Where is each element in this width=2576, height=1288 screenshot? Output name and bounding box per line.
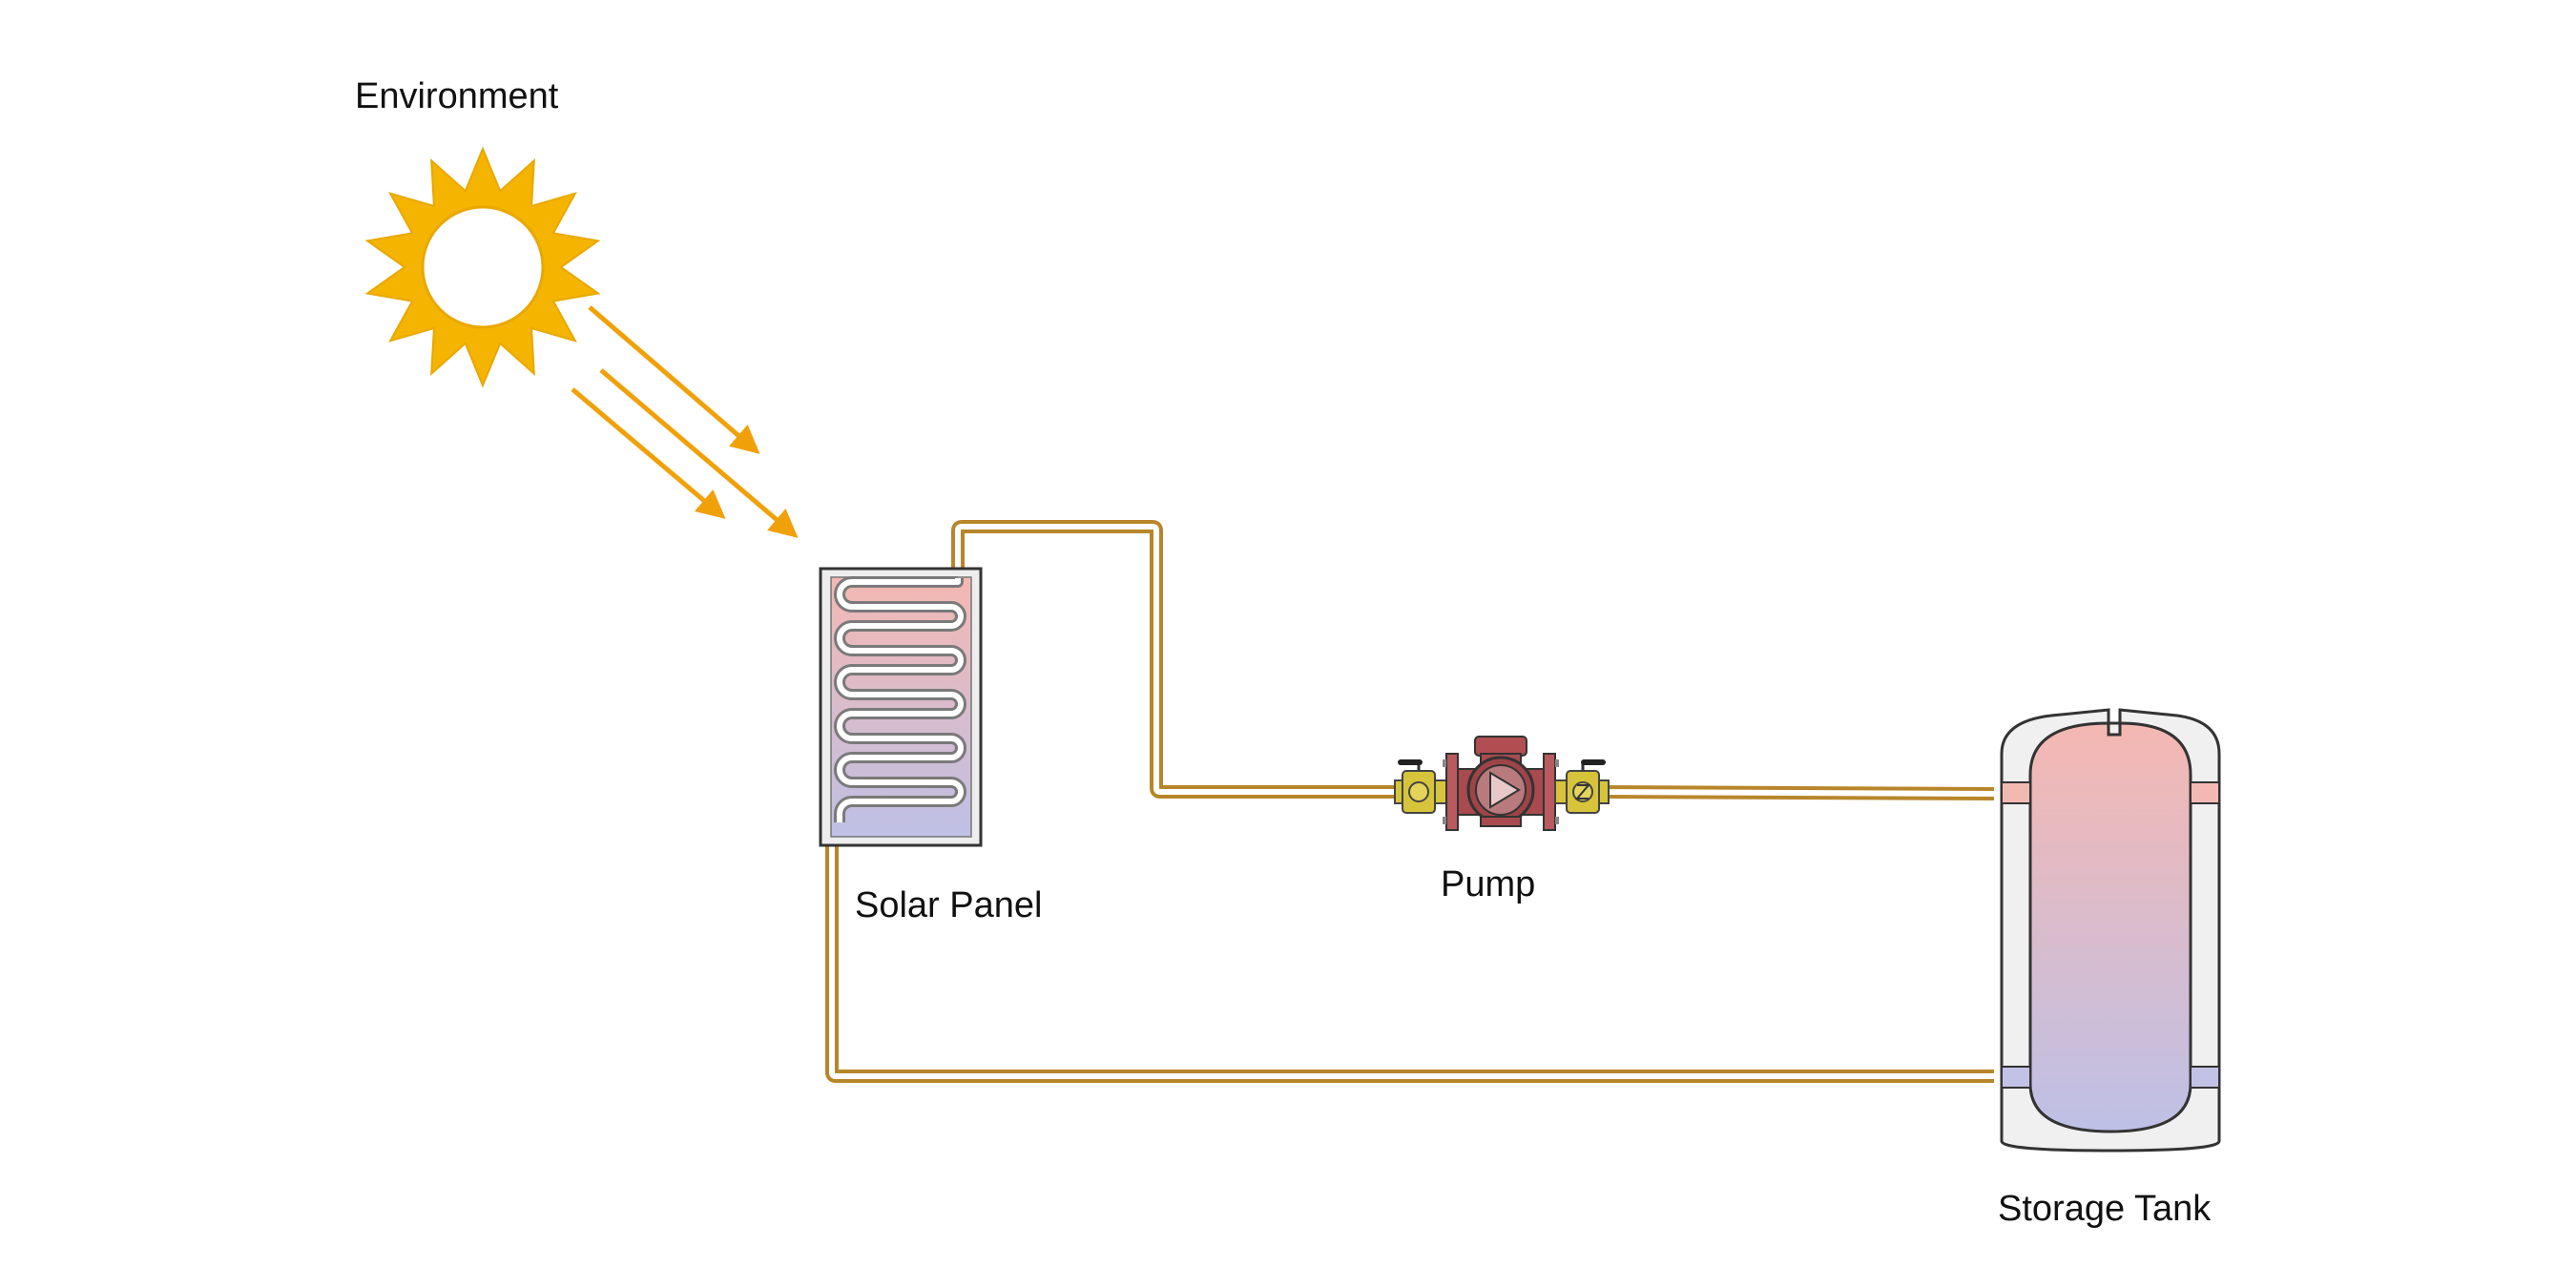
pump-to-tank-pipe	[1602, 785, 1995, 800]
return-pipe	[825, 822, 1994, 1083]
ray-arrow	[588, 305, 760, 454]
ray-arrow	[571, 387, 726, 519]
storage-tank-icon	[2000, 708, 2221, 1153]
solar-panel-label: Solar Panel	[855, 885, 1043, 925]
tank-hot-inlet	[2001, 781, 2031, 804]
sunlight-rays	[571, 305, 799, 538]
pump-label: Pump	[1441, 864, 1536, 904]
check-valve-right	[1554, 759, 1610, 814]
isolation-valve-left	[1394, 759, 1447, 814]
environment-label: Environment	[355, 76, 559, 116]
solar-collector-icon	[819, 567, 983, 847]
storage-tank-label: Storage Tank	[1998, 1189, 2212, 1229]
tank-hot-outlet	[2190, 781, 2220, 804]
tank-cold-outlet	[2001, 1066, 2031, 1089]
circulation-pump-icon	[1394, 736, 1610, 831]
pipe-network	[825, 520, 1995, 1083]
ray-arrow	[599, 368, 799, 538]
tank-cold-inlet	[2190, 1066, 2220, 1089]
supply-pipe	[951, 520, 1399, 799]
sun-icon	[364, 146, 601, 388]
